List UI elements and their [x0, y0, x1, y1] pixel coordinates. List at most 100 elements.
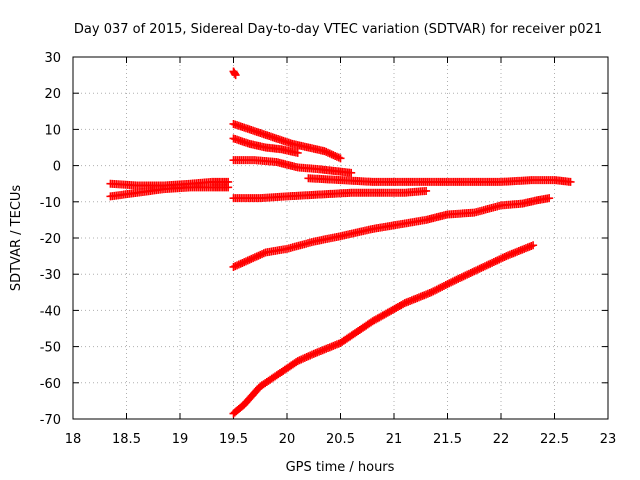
data-point	[250, 253, 259, 262]
data-point	[247, 254, 256, 263]
y-tick-label: -70	[40, 413, 61, 428]
data-point	[450, 276, 459, 285]
data-point	[480, 262, 489, 271]
data-point	[459, 272, 468, 281]
data-point	[434, 284, 443, 293]
data-point	[422, 186, 431, 195]
x-tick-label: 19.5	[219, 432, 248, 447]
data-point	[432, 285, 441, 294]
data-point	[325, 149, 334, 158]
data-point	[464, 269, 473, 278]
x-tick-label: 21.5	[433, 432, 462, 447]
data-point	[482, 261, 491, 270]
y-tick-label: 20	[44, 87, 61, 102]
data-point	[545, 194, 554, 203]
data-point	[238, 258, 247, 267]
data-point	[306, 351, 315, 360]
data-point	[472, 266, 481, 275]
data-point	[347, 168, 356, 177]
data-point	[497, 254, 505, 263]
data-point	[229, 262, 238, 271]
x-tick-labels: 18 18.5 19 19.5 20 20.5 21 21.5 22 22.5 23	[65, 432, 617, 447]
data-point	[441, 281, 450, 290]
y-tick-label: -30	[40, 268, 61, 283]
data-point	[249, 254, 258, 263]
data-point	[241, 257, 250, 266]
data-point	[236, 259, 245, 268]
data-point	[252, 252, 261, 261]
data-series	[229, 194, 554, 271]
data-point	[500, 252, 509, 261]
data-point	[484, 260, 493, 269]
data-point	[234, 260, 243, 269]
data-point	[454, 274, 463, 283]
data-point	[332, 152, 341, 161]
data-point	[245, 255, 254, 264]
data-point	[293, 148, 302, 157]
data-point	[431, 286, 440, 295]
x-tick-label: 22	[493, 432, 510, 447]
data-point	[427, 288, 436, 297]
data-point	[489, 258, 498, 267]
data-point	[224, 183, 233, 192]
data-point	[452, 275, 461, 284]
y-tick-label: 10	[44, 123, 61, 138]
x-tick-label: 20	[279, 432, 296, 447]
data-point	[293, 357, 302, 366]
data-point	[259, 249, 268, 258]
data-point	[477, 263, 486, 272]
data-point	[429, 287, 438, 296]
data-point	[470, 267, 479, 276]
data-point	[439, 281, 448, 290]
data-points	[106, 67, 575, 418]
y-tick-label: -40	[40, 304, 61, 319]
data-point	[468, 268, 477, 277]
x-axis-label: GPS time / hours	[286, 460, 395, 475]
data-point	[457, 273, 466, 282]
data-series	[106, 183, 233, 201]
x-tick-label: 18	[65, 432, 82, 447]
y-tick-labels: 30 20 10 0 -10 -20 -30 -40 -50 -60 -70	[40, 51, 61, 428]
y-tick-label: -60	[40, 377, 61, 392]
data-point	[495, 255, 504, 264]
data-point	[334, 153, 343, 162]
data-point	[461, 271, 470, 280]
tick-marks	[72, 56, 609, 420]
data-point	[399, 300, 408, 309]
data-point	[529, 241, 538, 250]
data-point	[443, 280, 452, 289]
data-series	[229, 241, 538, 418]
y-tick-label: 0	[53, 160, 61, 175]
x-tick-label: 18.5	[112, 432, 141, 447]
data-series	[229, 134, 302, 157]
data-point	[258, 250, 267, 259]
data-series	[304, 174, 575, 186]
data-point	[297, 355, 306, 364]
data-point	[473, 265, 482, 274]
data-point	[231, 262, 240, 271]
data-series	[229, 119, 345, 163]
data-point	[455, 274, 464, 283]
y-tick-label: -20	[40, 232, 61, 247]
data-series	[229, 186, 431, 203]
data-point	[233, 261, 242, 270]
data-point	[436, 283, 445, 292]
data-point	[445, 279, 454, 288]
data-point	[304, 352, 313, 361]
data-series	[229, 67, 240, 80]
data-point	[331, 151, 340, 160]
data-point	[491, 257, 500, 266]
data-point	[466, 268, 475, 277]
data-point	[231, 71, 240, 80]
data-point	[256, 250, 265, 259]
data-point	[448, 277, 457, 286]
x-tick-label: 20.5	[326, 432, 355, 447]
data-point	[488, 258, 497, 267]
x-tick-label: 23	[600, 432, 617, 447]
data-point	[486, 259, 495, 268]
data-point	[299, 354, 308, 363]
data-point	[498, 253, 507, 262]
data-point	[324, 148, 333, 157]
data-point	[329, 151, 338, 160]
